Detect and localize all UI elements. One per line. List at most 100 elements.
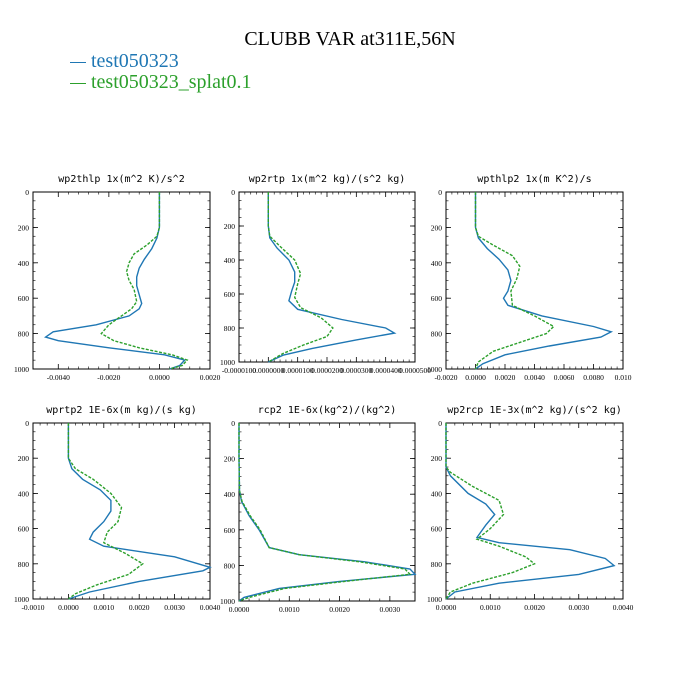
x-tick-label: 0.0060 xyxy=(554,373,575,382)
x-tick-label: 0.0000500 xyxy=(399,366,431,375)
x-tick-label: 0.0030 xyxy=(380,605,401,614)
legend-line-swatch xyxy=(70,82,86,84)
series-line-test050323 xyxy=(238,423,417,602)
y-tick-label: 800 xyxy=(431,330,443,339)
panel-3: wpthlp2 1x(m K^2)/s 0 200 400 600 800 1000-0.0… xyxy=(427,174,632,382)
y-tick-label: 1000 xyxy=(427,365,442,374)
panel-title: wp2rtp 1x(m^2 kg)/(s^2 kg) xyxy=(249,174,406,185)
series-line-test050323 xyxy=(267,192,397,363)
y-tick-label: 600 xyxy=(224,526,236,535)
x-tick-label: 0.0000100 xyxy=(282,366,314,375)
x-tick-label: 0.0000 xyxy=(465,373,486,382)
y-tick-label: 800 xyxy=(18,330,30,339)
y-tick-label: 800 xyxy=(224,561,236,570)
x-tick-label: 0.0000300 xyxy=(340,366,372,375)
plot-frame xyxy=(238,422,416,602)
y-tick-label: 200 xyxy=(224,455,236,464)
panel-title: wp2rcp 1E-3x(m^2 kg)/(s^2 kg) xyxy=(447,405,622,416)
x-tick-label: 0.0000 xyxy=(58,603,79,612)
series-line-test050323-splat xyxy=(67,423,144,600)
panel-4: wprtp2 1E-6x(m kg)/(s kg) 0 200 400 600 800 10… xyxy=(14,405,221,612)
y-tick-label: 400 xyxy=(224,490,236,499)
x-tick-label: 0.0000400 xyxy=(370,366,402,375)
panel-5: rcp2 1E-6x(kg^2)/(kg^2) 0 200 400 600 800 1000… xyxy=(220,405,417,614)
x-tick-label: 0.0020 xyxy=(129,603,150,612)
y-tick-label: 1000 xyxy=(427,595,442,604)
panel-title: wp2thlp 1x(m^2 K)/s^2 xyxy=(58,174,184,185)
series-line-test050323-splat xyxy=(100,192,189,370)
series-line-test050323 xyxy=(43,192,187,370)
series-line-test050323 xyxy=(445,423,616,600)
x-tick-label: 0.0000000 xyxy=(252,366,284,375)
y-tick-label: 600 xyxy=(18,294,30,303)
y-tick-label: 400 xyxy=(431,259,443,268)
legend-label: test050323 xyxy=(91,50,179,72)
y-tick-label: 0 xyxy=(25,188,29,197)
plot-frame xyxy=(238,191,416,363)
panel-title: rcp2 1E-6x(kg^2)/(kg^2) xyxy=(258,405,396,416)
series-line-test050323 xyxy=(67,423,212,600)
y-tick-label: 1000 xyxy=(220,358,235,367)
x-tick-label: 0.0020 xyxy=(329,605,350,614)
plot-frame xyxy=(32,422,211,600)
y-tick-label: 0 xyxy=(231,188,235,197)
y-tick-label: 0 xyxy=(438,419,442,428)
x-tick-label: 0.0000 xyxy=(436,603,457,612)
y-tick-label: 600 xyxy=(18,525,30,534)
series-line-test050323-splat xyxy=(267,192,334,363)
x-tick-label: -0.0020 xyxy=(97,373,120,382)
y-tick-label: 400 xyxy=(224,256,236,265)
y-tick-label: 800 xyxy=(18,560,30,569)
x-tick-label: 0.0020 xyxy=(495,373,516,382)
panel-2: wp2rtp 1x(m^2 kg)/(s^2 kg) 0 200 400 600 800 1… xyxy=(220,174,431,375)
y-tick-label: 1000 xyxy=(14,365,29,374)
panel-title: wprtp2 1E-6x(m kg)/(s kg) xyxy=(46,405,197,416)
x-tick-label: 0.0080 xyxy=(583,373,604,382)
panel-1: wp2thlp 1x(m^2 K)/s^2 0 200 400 600 800 1000 -0… xyxy=(14,174,221,382)
y-tick-label: 200 xyxy=(224,222,236,231)
x-tick-label: -0.0000100 xyxy=(222,366,257,375)
legend-item-test050323-splat: test050323_splat0.1 xyxy=(70,71,252,94)
panel-6: wp2rcp 1E-3x(m^2 kg)/(s^2 kg) 0 200 400 600 8… xyxy=(427,405,634,612)
x-tick-label: -0.0020 xyxy=(434,373,457,382)
plot-frame xyxy=(445,422,624,600)
y-tick-label: 600 xyxy=(431,294,443,303)
x-tick-label: 0.010 xyxy=(615,373,632,382)
x-tick-label: 0.0030 xyxy=(568,603,589,612)
series-line-test050323-splat xyxy=(445,423,536,600)
x-tick-label: 0.0030 xyxy=(164,603,185,612)
x-tick-label: 0.0020 xyxy=(524,603,545,612)
y-tick-label: 200 xyxy=(18,223,30,232)
legend-item-test050323: test050323 xyxy=(70,50,179,73)
figure-title: CLUBB VAR at311E,56N xyxy=(244,28,456,50)
y-tick-label: 400 xyxy=(18,489,30,498)
series-line-test050323 xyxy=(474,192,614,370)
x-tick-label: 0.0020 xyxy=(200,373,221,382)
y-tick-label: 0 xyxy=(231,419,235,428)
y-tick-label: 400 xyxy=(431,489,443,498)
series-line-test050323-splat xyxy=(238,423,412,602)
x-tick-label: 0.0040 xyxy=(200,603,221,612)
y-tick-label: 1000 xyxy=(220,597,235,606)
legend-line-swatch xyxy=(70,61,86,63)
plot-frame xyxy=(445,191,624,370)
x-tick-label: 0.0010 xyxy=(93,603,114,612)
y-tick-label: 800 xyxy=(431,560,443,569)
x-tick-label: 0.0010 xyxy=(279,605,300,614)
legend-label: test050323_splat0.1 xyxy=(91,71,252,93)
y-tick-label: 600 xyxy=(224,290,236,299)
y-tick-label: 600 xyxy=(431,525,443,534)
panel-title: wpthlp2 1x(m K^2)/s xyxy=(477,174,591,185)
y-tick-label: 0 xyxy=(438,188,442,197)
y-tick-label: 200 xyxy=(18,454,30,463)
series-line-test050323-splat xyxy=(474,192,555,370)
x-tick-label: -0.0010 xyxy=(21,603,44,612)
y-tick-label: 200 xyxy=(431,223,443,232)
x-tick-label: 0.0000 xyxy=(149,373,170,382)
y-tick-label: 200 xyxy=(431,454,443,463)
x-tick-label: 0.0000 xyxy=(229,605,250,614)
x-tick-label: 0.0000200 xyxy=(311,366,343,375)
y-tick-label: 0 xyxy=(25,419,29,428)
x-tick-label: 0.0040 xyxy=(613,603,634,612)
